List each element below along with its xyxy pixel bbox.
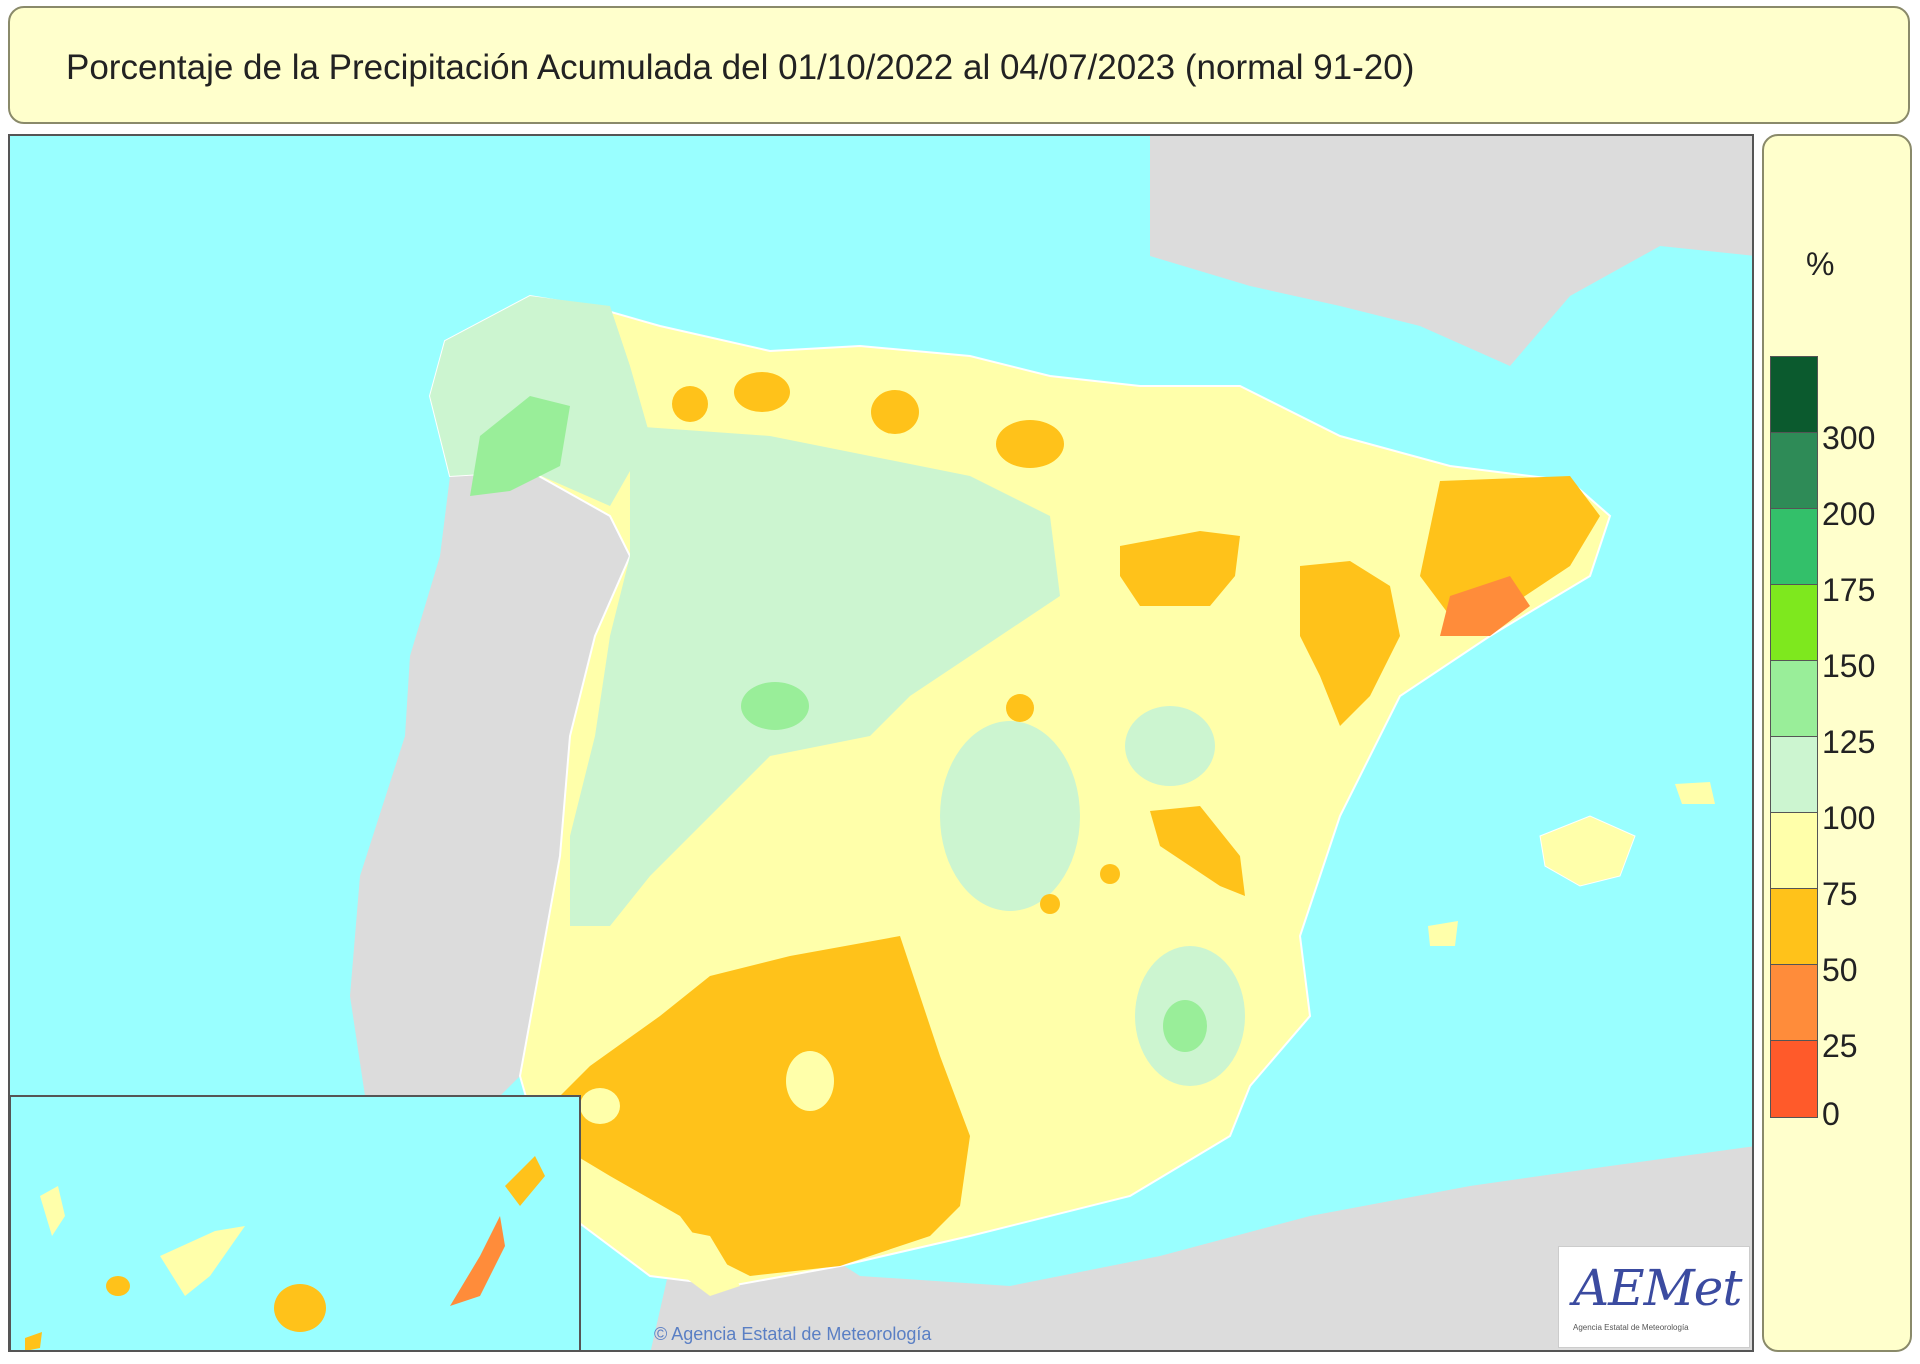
legend-tick-150: 150	[1822, 648, 1876, 684]
logo-text: AEMet	[1573, 1259, 1742, 1317]
region-andalucia-spot-2	[580, 1088, 620, 1124]
region-valencia-north	[1300, 561, 1400, 726]
legend-tick-100: 100	[1822, 800, 1876, 836]
spot-central-2	[1150, 806, 1245, 896]
region-aragon	[1120, 531, 1240, 606]
africa-land	[650, 1146, 1752, 1350]
legend-tick-75: 75	[1822, 876, 1858, 912]
spot-north-2	[734, 372, 790, 412]
logo-subtitle: Agencia Estatal de Meteorología	[1573, 1323, 1689, 1332]
legend-swatch-25	[1771, 965, 1817, 1041]
region-wet-spot-1	[741, 682, 809, 730]
legend-swatch-75	[1771, 813, 1817, 889]
island-mallorca	[1539, 815, 1636, 887]
island-el-hierro	[25, 1332, 42, 1350]
credit-text: © Agencia Estatal de Meteorología	[654, 1324, 932, 1344]
legend-swatch-0	[1771, 1041, 1817, 1117]
title-panel: Porcentaje de la Precipitación Acumulada…	[8, 6, 1910, 124]
spot-central-4	[1100, 864, 1120, 884]
island-la-gomera	[106, 1276, 130, 1296]
legend-swatch-100	[1771, 737, 1817, 813]
legend-tick-50: 50	[1822, 952, 1858, 988]
spot-north-4	[996, 420, 1064, 468]
france-land	[1150, 136, 1752, 366]
region-central-green	[940, 721, 1080, 911]
region-east-green	[1125, 706, 1215, 786]
legend-panel: % 300 200 175 150 125 100 75 50 25 0	[1762, 134, 1912, 1352]
region-andalucia	[550, 936, 970, 1276]
legend-color-bar	[1770, 356, 1818, 1118]
legend-swatch-200	[1771, 433, 1817, 509]
spot-central-1	[1006, 694, 1034, 722]
legend-swatch-50	[1771, 889, 1817, 965]
legend-tick-175: 175	[1822, 572, 1876, 608]
spot-north-3	[871, 390, 919, 434]
portugal-land	[350, 471, 630, 1216]
region-catalonia-dry	[1440, 576, 1530, 636]
island-ibiza	[1428, 921, 1458, 946]
region-wet-spot-2	[1163, 1000, 1207, 1052]
island-lanzarote	[505, 1156, 545, 1206]
legend-tick-25: 25	[1822, 1028, 1858, 1064]
region-catalonia	[1420, 476, 1600, 616]
spot-central-3	[1040, 894, 1060, 914]
island-fuerteventura	[450, 1216, 505, 1306]
region-cadiz	[660, 1226, 740, 1296]
legend-swatch-150	[1771, 585, 1817, 661]
legend-unit: %	[1806, 246, 1835, 282]
island-menorca	[1675, 782, 1715, 804]
legend-tick-125: 125	[1822, 724, 1876, 760]
region-andalucia-spot	[786, 1051, 834, 1111]
island-tenerife	[160, 1226, 245, 1296]
map-frame	[8, 134, 1754, 1352]
island-la-palma	[40, 1186, 65, 1236]
region-castilla-leon	[570, 426, 1060, 926]
legend-tick-300: 300	[1822, 420, 1876, 456]
aemet-logo: AEMet Agencia Estatal de Meteorología	[1558, 1246, 1750, 1348]
legend-swatch-125	[1771, 661, 1817, 737]
legend-swatch-175	[1771, 509, 1817, 585]
map-title: Porcentaje de la Precipitación Acumulada…	[66, 48, 1415, 87]
island-gran-canaria	[274, 1284, 326, 1332]
precipitation-map	[10, 136, 1752, 1350]
region-galicia-wet	[470, 396, 570, 496]
legend-tick-0: 0	[1822, 1096, 1840, 1132]
legend-tick-200: 200	[1822, 496, 1876, 532]
legend-swatch-300	[1771, 357, 1817, 433]
spot-north-1	[672, 386, 708, 422]
